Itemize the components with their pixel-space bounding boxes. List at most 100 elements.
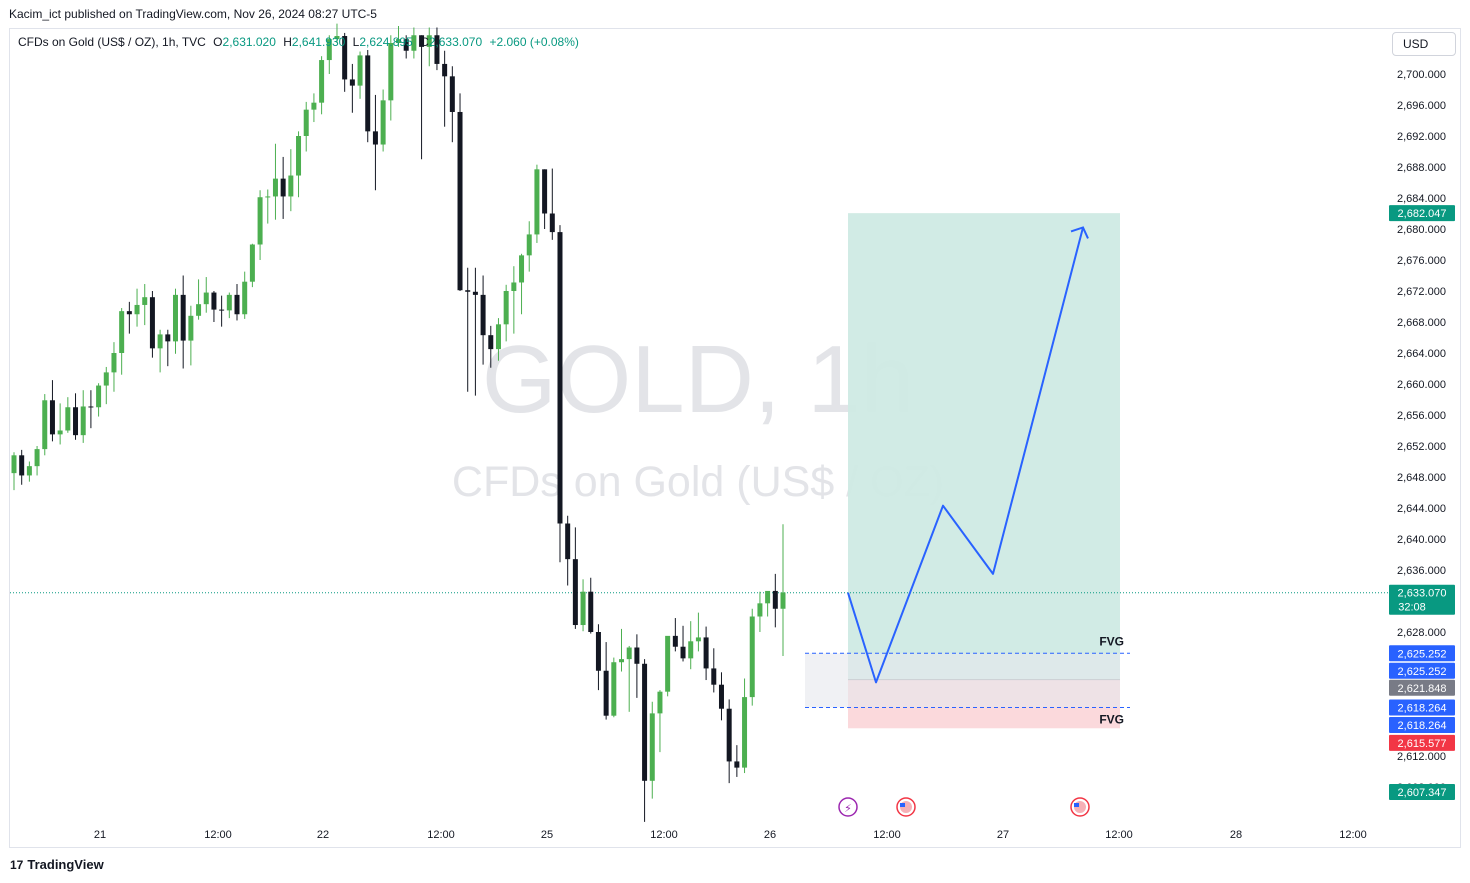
candle-body xyxy=(411,35,417,51)
candle-body xyxy=(619,659,625,663)
candle-body xyxy=(219,309,225,311)
price-badge-label: 2,615.577 xyxy=(1398,738,1447,750)
legend-high-label: H xyxy=(283,35,292,49)
candle-body xyxy=(157,334,163,349)
price-tick-label: 2,648.000 xyxy=(1397,472,1446,484)
candle-body xyxy=(734,761,740,768)
candle-body xyxy=(695,637,701,642)
candle-body xyxy=(495,324,501,350)
candle-body xyxy=(172,294,178,342)
candle-body xyxy=(519,255,525,283)
candle-body xyxy=(165,334,171,342)
candle-body xyxy=(196,304,202,316)
price-tick-label: 2,680.000 xyxy=(1397,224,1446,236)
candle-body xyxy=(149,297,155,349)
candle-body xyxy=(257,197,263,245)
time-tick-label: 12:00 xyxy=(204,829,232,841)
countdown-label: 32:08 xyxy=(1398,602,1426,614)
candle-body xyxy=(272,178,278,197)
tradingview-logo: 17 xyxy=(10,858,24,872)
candle-body xyxy=(542,169,548,214)
candle-body xyxy=(49,400,55,435)
candle-body xyxy=(603,670,609,716)
candle-body xyxy=(403,39,409,51)
price-badge xyxy=(1389,662,1455,679)
time-tick-label: 12:00 xyxy=(650,829,678,841)
candle-body xyxy=(649,713,655,781)
candle-body xyxy=(388,43,394,101)
candle-body xyxy=(80,406,86,436)
watermark-title: GOLD, 1h xyxy=(482,326,914,433)
candle-body xyxy=(88,406,94,408)
legend-close: 2,633.070 xyxy=(428,35,483,49)
candle-body xyxy=(234,294,240,315)
candle-body xyxy=(288,175,294,197)
candle-body xyxy=(303,109,309,136)
legend-high: 2,641.930 xyxy=(291,35,346,49)
candle-body xyxy=(372,131,378,145)
candle-body xyxy=(311,102,317,110)
us-flag-canton-icon xyxy=(1074,803,1079,807)
price-tick-label: 2,664.000 xyxy=(1397,348,1446,360)
chart-frame xyxy=(9,28,1461,848)
price-badge xyxy=(1389,584,1455,615)
candle-body xyxy=(580,591,586,626)
candle-body xyxy=(226,294,232,311)
candle-body xyxy=(42,400,48,450)
candle-body xyxy=(765,590,771,604)
candle-body xyxy=(126,311,132,315)
fvg-upper-label: FVG xyxy=(1099,634,1124,648)
candle-body xyxy=(419,35,425,47)
time-tick-label: 12:00 xyxy=(873,829,901,841)
price-tick-label: 2,628.000 xyxy=(1397,627,1446,639)
currency-button[interactable]: USD xyxy=(1392,32,1456,56)
candle-body xyxy=(242,281,248,315)
price-tick-label: 2,676.000 xyxy=(1397,255,1446,267)
candle-body xyxy=(595,632,601,671)
price-badge xyxy=(1389,645,1455,662)
candle-body xyxy=(703,637,709,669)
legend-close-label: C xyxy=(420,35,429,49)
candle-body xyxy=(657,691,663,714)
candle-body xyxy=(534,169,540,235)
path-arrowhead xyxy=(1070,226,1089,239)
price-tick-label: 2,636.000 xyxy=(1397,565,1446,577)
price-tick-label: 2,660.000 xyxy=(1397,379,1446,391)
candle-body xyxy=(488,335,494,350)
candle-body xyxy=(134,304,140,315)
candles xyxy=(11,23,786,822)
candle-body xyxy=(680,646,686,659)
candle-body xyxy=(57,430,63,435)
price-badge-label: 2,618.264 xyxy=(1398,720,1447,732)
candle-body xyxy=(626,647,632,660)
candle-body xyxy=(772,590,778,609)
lightning-event-icon xyxy=(838,797,858,817)
candle-body xyxy=(449,76,455,112)
price-badge-label: 2,682.047 xyxy=(1398,208,1447,220)
candle-body xyxy=(96,385,102,408)
candle-body xyxy=(11,455,17,474)
candle-body xyxy=(565,523,571,560)
footer-brand: 17 TradingView xyxy=(10,857,104,872)
price-tick-label: 2,644.000 xyxy=(1397,503,1446,515)
candle-body xyxy=(26,466,32,476)
candle-body xyxy=(711,668,717,685)
price-badge xyxy=(1389,699,1455,716)
time-tick-label: 27 xyxy=(997,829,1009,841)
candle-body xyxy=(334,36,340,40)
candle-body xyxy=(280,178,286,197)
candle-body xyxy=(65,407,71,431)
price-badge-label: 2,607.347 xyxy=(1398,787,1447,799)
candle-body xyxy=(672,635,678,647)
price-tick-label: 2,656.000 xyxy=(1397,410,1446,422)
candle-body xyxy=(365,55,371,132)
candle-body xyxy=(19,455,25,476)
legend-symbol: CFDs on Gold (US$ / OZ), 1h, TVC xyxy=(18,35,206,49)
candle-body xyxy=(465,290,471,292)
candle-body xyxy=(749,616,755,698)
candle-body xyxy=(426,35,432,47)
target-zone xyxy=(848,213,1120,680)
price-tick-label: 2,640.000 xyxy=(1397,534,1446,546)
price-tick-label: 2,612.000 xyxy=(1397,751,1446,763)
